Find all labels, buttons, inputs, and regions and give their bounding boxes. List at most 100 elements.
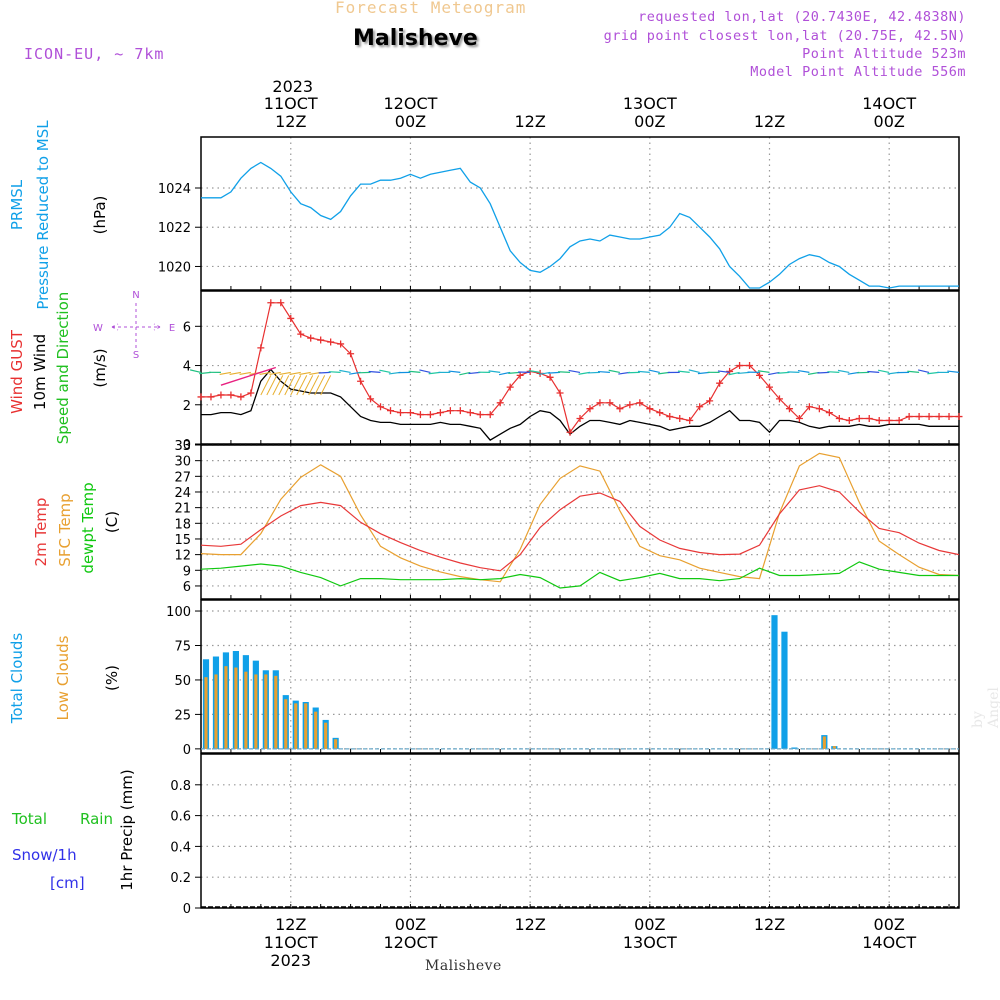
temperature-series-dewpt-temp bbox=[200, 561, 959, 589]
temperature-y-tick-label: 24 bbox=[174, 486, 191, 501]
temperature-series-sfc-temp bbox=[200, 452, 960, 583]
low-clouds-bar bbox=[324, 722, 328, 749]
top-time-label: 14OCT bbox=[862, 94, 916, 113]
gust-point-marker bbox=[446, 407, 454, 415]
point-altitude: Point Altitude 523m bbox=[802, 46, 966, 62]
gust-point-marker bbox=[496, 399, 504, 407]
gust-point-marker bbox=[367, 395, 375, 403]
temperature-series-2m-temp bbox=[200, 485, 960, 572]
top-time-label: 13OCT bbox=[623, 94, 677, 113]
wind-direction-arrow bbox=[867, 370, 880, 374]
gust-point-marker bbox=[875, 416, 883, 424]
wind-direction-arrow bbox=[947, 370, 960, 373]
gust-point-marker bbox=[247, 389, 255, 397]
model-point-altitude: Model Point Altitude 556m bbox=[750, 64, 966, 80]
gust-point-marker bbox=[656, 409, 664, 417]
top-time-label: 12Z bbox=[514, 112, 545, 131]
pressure-panel-frame bbox=[200, 136, 960, 291]
gust-point-marker bbox=[287, 314, 295, 322]
footer-location: Malisheve bbox=[425, 958, 502, 974]
clouds-y-tick-label: 100 bbox=[166, 605, 191, 620]
total-clouds-bar bbox=[771, 615, 778, 749]
gust-point-marker bbox=[686, 416, 694, 424]
top-time-label: 12OCT bbox=[383, 94, 437, 113]
temperature-y-tick-label: 27 bbox=[174, 470, 191, 485]
gust-point-marker bbox=[217, 391, 225, 399]
bottom-time-label: 12Z bbox=[754, 915, 785, 934]
sfc-temp-label: SFC Temp bbox=[56, 493, 74, 566]
gust-point-marker bbox=[347, 350, 355, 358]
pressure-y-tick-label: 1022 bbox=[158, 221, 191, 236]
wind-direction-arrow bbox=[787, 371, 800, 374]
wind-direction-arrow bbox=[558, 371, 571, 374]
wind-direction-arrow bbox=[827, 371, 840, 374]
gust-point-marker bbox=[626, 401, 634, 409]
bottom-time-label: 13OCT bbox=[623, 933, 677, 952]
wind-direction-arrow bbox=[259, 371, 271, 376]
top-time-label: 12Z bbox=[754, 112, 785, 131]
wind-direction-arrow bbox=[568, 369, 581, 373]
clouds-panel-frame bbox=[200, 599, 960, 754]
wind-direction-arrow bbox=[339, 369, 351, 373]
gust-point-marker bbox=[915, 413, 923, 421]
gust-point-marker bbox=[357, 377, 365, 385]
wind-hatch-mark bbox=[266, 375, 278, 396]
wind-panel-frame bbox=[200, 290, 960, 445]
wind-direction-arrow bbox=[907, 370, 920, 374]
gust-point-marker bbox=[506, 383, 514, 391]
gust-point-marker bbox=[237, 393, 245, 401]
gust-point-marker bbox=[616, 405, 624, 413]
low-clouds-bar bbox=[294, 703, 298, 749]
gust-point-marker bbox=[666, 413, 674, 421]
pressure-series-prmsl bbox=[201, 161, 959, 289]
wind-hatch-mark bbox=[308, 375, 320, 396]
wind-direction-arrow bbox=[777, 371, 790, 374]
wind-direction-arrow bbox=[239, 371, 251, 376]
pressure-full-label: Pressure Reduced to MSL bbox=[34, 120, 52, 310]
gust-point-marker bbox=[436, 409, 444, 417]
wind-direction-arrow bbox=[269, 371, 281, 376]
gust-point-marker bbox=[845, 416, 853, 424]
clouds-y-tick-label: 25 bbox=[174, 708, 191, 723]
gust-point-marker bbox=[726, 367, 734, 375]
temp-2m-label: 2m Temp bbox=[32, 498, 50, 567]
total-clouds-bar bbox=[781, 631, 788, 749]
wind-hatch-mark bbox=[278, 375, 290, 396]
low-clouds-bar bbox=[334, 739, 338, 749]
wind-direction-arrow bbox=[637, 370, 650, 374]
top-time-label: 00Z bbox=[874, 112, 905, 131]
low-clouds-bar bbox=[314, 711, 318, 749]
wind-hatch-mark bbox=[272, 375, 284, 396]
top-time-label: 12Z bbox=[275, 112, 306, 131]
wind-hatch-mark bbox=[284, 375, 296, 396]
wind-hatch-mark bbox=[260, 375, 272, 396]
gust-point-marker bbox=[775, 395, 783, 403]
gust-point-marker bbox=[486, 411, 494, 419]
gust-point-marker bbox=[766, 383, 773, 391]
grid-point-coordinates: grid point closest lon,lat (20.75E, 42.5… bbox=[603, 28, 966, 44]
wind-direction-arrow bbox=[488, 370, 501, 373]
gust-point-marker bbox=[756, 371, 764, 379]
wind-y-tick-label: 0 bbox=[183, 438, 191, 453]
gust-point-marker bbox=[546, 373, 554, 381]
wind-y-tick-label: 2 bbox=[183, 399, 191, 414]
gust-point-marker bbox=[556, 389, 564, 397]
gust-point-marker bbox=[197, 393, 205, 401]
gust-point-marker bbox=[576, 415, 584, 422]
wind-y-tick-label: 6 bbox=[183, 320, 191, 335]
clouds-unit-label: (%) bbox=[103, 665, 121, 691]
wind-direction-arrow bbox=[419, 369, 431, 373]
compass-east-label: E bbox=[169, 323, 175, 334]
bottom-time-label: 11OCT bbox=[264, 933, 318, 952]
gust-point-marker bbox=[387, 407, 394, 415]
wind-direction-arrow bbox=[299, 371, 311, 376]
gust-point-marker bbox=[566, 428, 574, 436]
gust-point-marker bbox=[945, 413, 953, 421]
gust-point-marker bbox=[416, 411, 424, 419]
top-year-label: 2023 bbox=[272, 77, 313, 96]
gust-point-marker bbox=[267, 299, 275, 307]
rain-label: Rain bbox=[80, 810, 113, 828]
wind-direction-arrow bbox=[648, 369, 660, 373]
low-clouds-label: Low Clouds bbox=[54, 635, 72, 720]
